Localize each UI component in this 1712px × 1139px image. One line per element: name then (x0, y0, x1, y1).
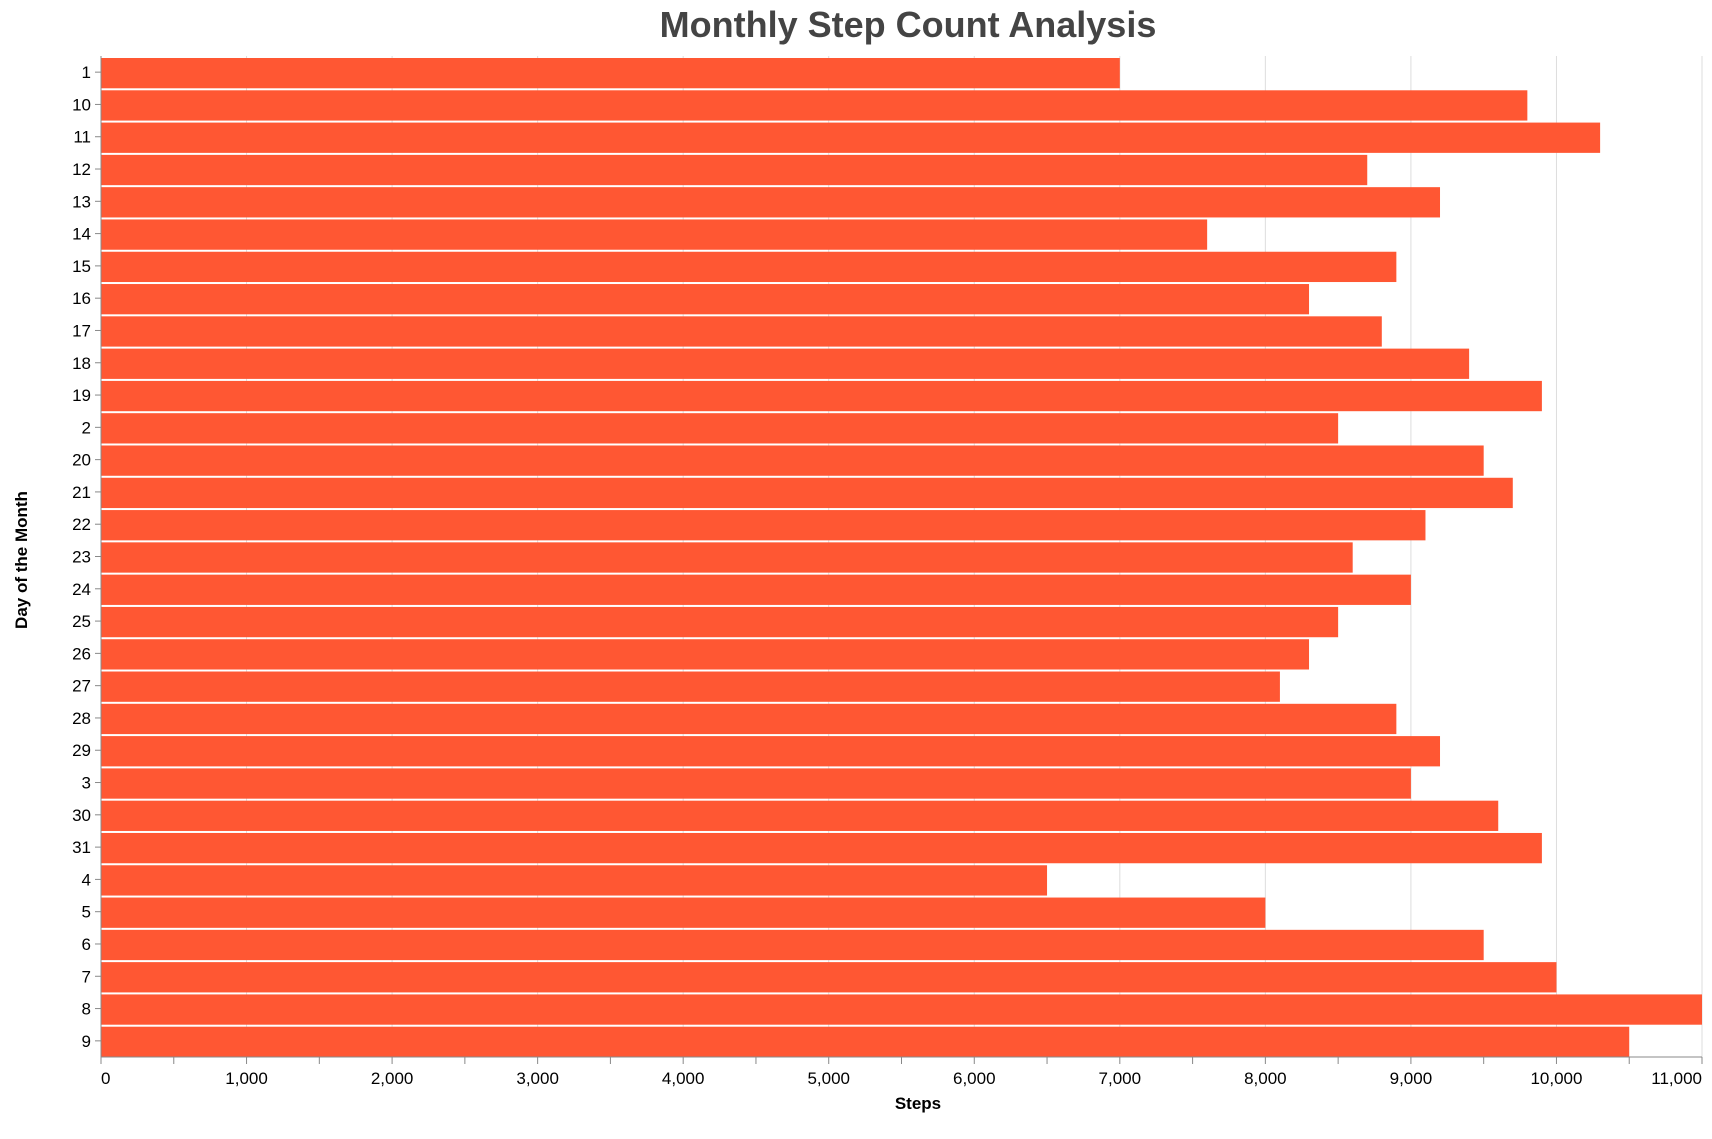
bar-day-6[interactable] (101, 929, 1484, 961)
bar-day-13[interactable] (101, 187, 1441, 218)
bar-day-11[interactable] (101, 122, 1601, 153)
bar-day-5[interactable] (101, 897, 1266, 928)
y-tick-label: 6 (82, 935, 91, 954)
x-tick-label: 11,000 (1651, 1069, 1702, 1088)
y-tick-label: 3 (82, 774, 91, 793)
x-tick-label: 1,000 (225, 1069, 268, 1088)
y-tick-label: 1 (82, 63, 91, 82)
x-tick-label: 5,000 (807, 1069, 850, 1088)
y-tick-label: 5 (82, 903, 91, 922)
x-tick-label: 8,000 (1244, 1069, 1287, 1088)
bar-day-20[interactable] (101, 445, 1484, 476)
bar-day-2[interactable] (101, 413, 1339, 444)
bar-day-16[interactable] (101, 284, 1310, 315)
bar-day-8[interactable] (101, 994, 1702, 1025)
x-tick-label: 0 (101, 1069, 110, 1088)
y-tick-label: 15 (72, 257, 91, 276)
y-tick-label: 20 (72, 451, 91, 470)
y-tick-label: 9 (82, 1032, 91, 1051)
bars (101, 58, 1702, 1057)
bar-day-22[interactable] (101, 510, 1426, 541)
y-tick-label: 18 (72, 354, 91, 373)
bar-day-12[interactable] (101, 154, 1368, 186)
y-tick-label: 24 (72, 580, 91, 599)
y-tick-label: 12 (72, 160, 91, 179)
y-tick-label: 17 (72, 321, 91, 340)
y-tick-label: 2 (82, 418, 91, 437)
y-tick-label: 4 (82, 870, 91, 889)
x-tick-label: 9,000 (1390, 1069, 1433, 1088)
y-axis: 1 10 11 12 13 14 15 16 17 18 19 2 20 21 22 23 24 25 26 27 28… (72, 56, 102, 1057)
bar-day-31[interactable] (101, 832, 1542, 864)
y-tick-label: 14 (72, 225, 91, 244)
x-tick-label: 4,000 (662, 1069, 705, 1088)
bar-day-24[interactable] (101, 574, 1411, 605)
chart-title: Monthly Step Count Analysis (660, 4, 1157, 45)
bar-day-27[interactable] (101, 671, 1280, 702)
y-tick-label: 25 (72, 612, 91, 631)
x-tick-label: 2,000 (371, 1069, 414, 1088)
y-tick-label: 21 (72, 483, 91, 502)
bar-day-26[interactable] (101, 639, 1310, 670)
x-tick-label: 6,000 (953, 1069, 996, 1088)
bar-day-10[interactable] (101, 90, 1528, 121)
bar-day-14[interactable] (101, 219, 1208, 250)
y-tick-label: 22 (72, 515, 91, 534)
bar-day-19[interactable] (101, 380, 1542, 412)
y-tick-label: 13 (72, 192, 91, 211)
y-tick-label: 27 (72, 677, 91, 696)
bar-day-25[interactable] (101, 606, 1339, 638)
bar-day-28[interactable] (101, 703, 1397, 735)
bar-day-1[interactable] (101, 58, 1120, 89)
x-tick-label: 3,000 (516, 1069, 559, 1088)
y-tick-label: 8 (82, 1000, 91, 1019)
y-axis-title: Day of the Month (12, 491, 31, 629)
x-tick-label: 10,000 (1530, 1069, 1582, 1088)
y-tick-label: 29 (72, 741, 91, 760)
bar-day-30[interactable] (101, 800, 1499, 831)
y-tick-label: 23 (72, 548, 91, 567)
bar-day-7[interactable] (101, 962, 1557, 993)
y-tick-label: 30 (72, 806, 91, 825)
bar-day-9[interactable] (101, 1026, 1630, 1057)
y-tick-label: 16 (72, 289, 91, 308)
bar-day-15[interactable] (101, 251, 1397, 283)
y-tick-label: 19 (72, 386, 91, 405)
bar-day-3[interactable] (101, 768, 1411, 799)
bar-day-4[interactable] (101, 865, 1048, 896)
x-axis: 0 1,000 2,000 3,000 4,000 5,000 6,000 7,000 8,00… (100, 1056, 1703, 1088)
x-axis-title: Steps (895, 1094, 941, 1113)
y-tick-label: 7 (82, 967, 91, 986)
y-tick-label: 31 (72, 838, 91, 857)
bar-day-18[interactable] (101, 348, 1470, 379)
bar-day-29[interactable] (101, 736, 1441, 767)
y-tick-label: 10 (72, 95, 91, 114)
bar-day-17[interactable] (101, 316, 1382, 347)
bar-day-21[interactable] (101, 477, 1513, 509)
bar-day-23[interactable] (101, 542, 1353, 573)
x-tick-label: 7,000 (1099, 1069, 1142, 1088)
y-tick-label: 28 (72, 709, 91, 728)
y-tick-label: 11 (73, 128, 91, 147)
y-tick-label: 26 (72, 644, 91, 663)
